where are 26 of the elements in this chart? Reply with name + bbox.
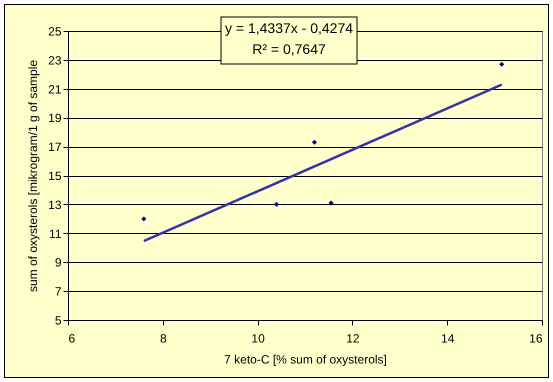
y-tick-label: 21 xyxy=(48,82,62,96)
x-tick-label: 14 xyxy=(441,332,455,346)
y-tick-label: 25 xyxy=(48,24,62,38)
annotation: y = 1,4337x - 0,4274 xyxy=(224,20,354,36)
y-tick-label: 19 xyxy=(48,111,62,126)
y-tick-label: 13 xyxy=(48,198,62,212)
y-tick-label: 7 xyxy=(54,284,62,299)
y-tick-label: 11 xyxy=(49,226,62,241)
x-axis-title: 7 keto-C [% sum of oxysterols] xyxy=(224,352,387,366)
point xyxy=(328,200,334,206)
y-tick-label: 15 xyxy=(48,169,62,183)
x-tick-label: 16 xyxy=(529,332,543,346)
y-axis-title: sum of oxysterols [mikrogram/1 g of sample xyxy=(26,60,40,292)
annotation: R² = 0,7647 xyxy=(252,41,326,57)
y-tick-label: 5 xyxy=(54,314,62,328)
point xyxy=(312,140,317,145)
point xyxy=(499,62,504,67)
point xyxy=(141,216,146,222)
x-tick-label: 10 xyxy=(251,332,266,346)
x-tick-label: 12 xyxy=(346,332,360,346)
y-tick-label: 9 xyxy=(54,256,62,270)
point xyxy=(274,202,280,207)
x-tick-label: 8 xyxy=(160,332,167,346)
x-tick-label: 6 xyxy=(68,332,76,346)
y-tick-label: 23 xyxy=(48,53,62,68)
y-tick-label: 17 xyxy=(48,140,62,154)
